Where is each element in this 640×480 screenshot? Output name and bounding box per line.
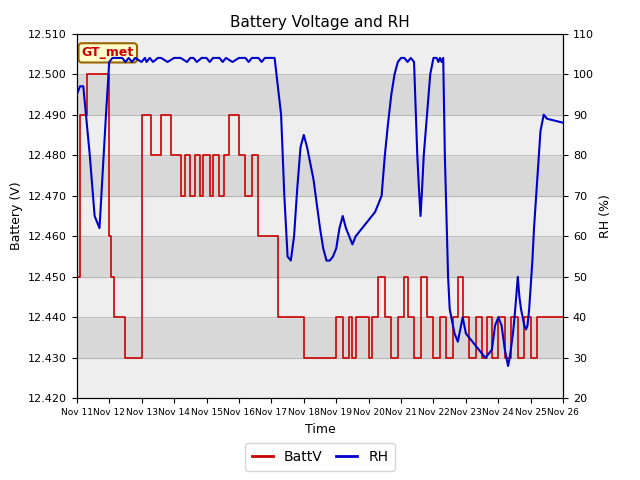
Y-axis label: Battery (V): Battery (V) — [10, 182, 22, 250]
Bar — [77, 115, 563, 155]
X-axis label: Time: Time — [305, 423, 335, 436]
Bar — [77, 317, 563, 358]
Legend: BattV, RH: BattV, RH — [244, 443, 396, 471]
Title: Battery Voltage and RH: Battery Voltage and RH — [230, 15, 410, 30]
Bar — [77, 196, 563, 236]
Bar — [77, 277, 563, 317]
Bar — [77, 34, 563, 74]
Bar — [77, 358, 563, 398]
Y-axis label: RH (%): RH (%) — [600, 194, 612, 238]
Bar — [77, 236, 563, 277]
Bar — [77, 155, 563, 196]
Text: GT_met: GT_met — [82, 47, 134, 60]
Bar — [77, 74, 563, 115]
